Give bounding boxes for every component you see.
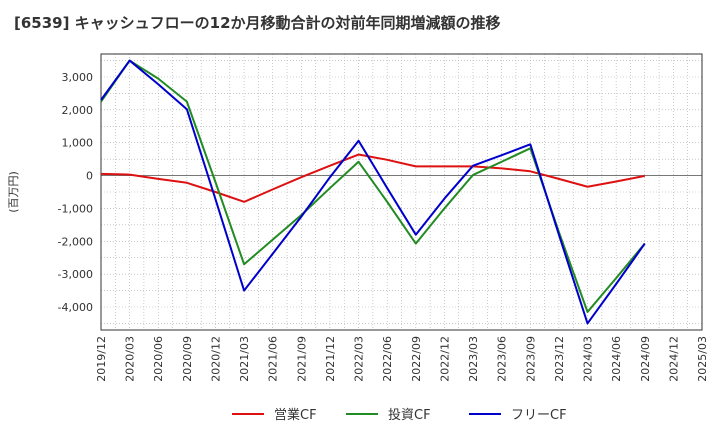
x-tick-label: 2024/03 [582,336,595,382]
x-tick-label: 2023/12 [553,336,566,382]
x-tick-label: 2024/06 [610,336,623,382]
x-tick-label: 2021/03 [238,336,251,382]
x-tick-label: 2020/06 [152,336,165,382]
y-tick-label: 2,000 [62,104,94,117]
x-tick-label: 2023/06 [496,336,509,382]
legend-label-0: 営業CF [274,407,317,423]
x-tick-label: 2019/12 [95,336,108,382]
x-tick-label: 2024/09 [639,336,652,382]
x-tick-label: 2021/06 [267,336,280,382]
y-tick-label: -1,000 [58,202,93,215]
x-tick-label: 2023/03 [467,336,480,382]
x-tick-label: 2022/03 [353,336,366,382]
x-tick-label: 2025/03 [696,336,709,382]
x-tick-label: 2022/09 [410,336,423,382]
x-tick-label: 2022/12 [438,336,451,382]
y-tick-label: 3,000 [62,71,94,84]
y-tick-label: -3,000 [58,268,93,281]
x-tick-label: 2020/03 [124,336,137,382]
x-tick-label: 2021/09 [295,336,308,382]
x-tick-label: 2023/09 [524,336,537,382]
y-tick-label: -4,000 [58,301,93,314]
x-tick-label: 2024/12 [667,336,680,382]
y-axis-label: (百万円) [7,171,20,213]
series-line-0 [100,153,645,203]
x-tick-label: 2020/12 [209,336,222,382]
legend-label-1: 投資CF [388,407,431,423]
y-tick-label: -2,000 [58,235,93,248]
chart-title: [6539] キャッシュフローの12か月移動合計の対前年同期増減額の推移 [14,14,501,32]
x-tick-label: 2020/09 [181,336,194,382]
series-line-2 [100,59,646,325]
y-tick-label: 1,000 [62,137,94,150]
legend-label-2: フリーCF [511,408,567,423]
plot-frame [100,53,703,331]
x-tick-label: 2022/06 [381,336,394,382]
x-tick-label: 2021/12 [324,336,337,382]
y-tick-label: 0 [86,170,93,183]
